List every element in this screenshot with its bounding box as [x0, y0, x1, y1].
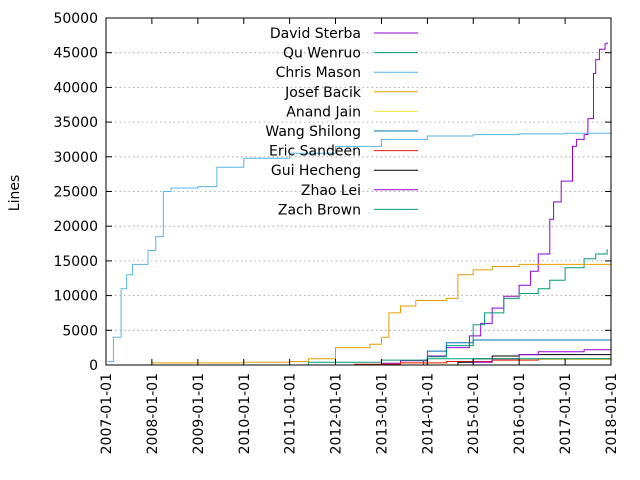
legend-label: Zhao Lei: [301, 183, 361, 199]
y-tick-label: 5000: [62, 323, 98, 339]
y-tick-label: 45000: [53, 46, 98, 62]
x-tick-label: 2012-01-01: [328, 373, 344, 454]
y-tick-label: 15000: [53, 254, 98, 270]
x-tick-label: 2011-01-01: [283, 373, 299, 454]
y-tick-label: 10000: [53, 289, 98, 305]
x-tick-label: 2015-01-01: [466, 373, 482, 454]
y-tick-label: 35000: [53, 115, 98, 131]
y-tick-label: 50000: [53, 11, 98, 27]
x-tick-label: 2016-01-01: [512, 373, 528, 454]
legend-label: Chris Mason: [276, 65, 361, 81]
x-tick-label: 2010-01-01: [237, 373, 253, 454]
x-tick-label: 2018-01-01: [604, 373, 620, 454]
legend-label: Josef Bacik: [284, 85, 362, 101]
axis-ticks: 0 5000 10000 15000 20000 25000 30000 35000 40000…: [53, 11, 620, 454]
legend-label: Qu Wenruo: [283, 46, 361, 62]
legend-label: Wang Shilong: [265, 124, 361, 140]
legend-label: David Sterba: [270, 26, 361, 42]
x-tick-label: 2017-01-01: [558, 373, 574, 454]
legend-label: Eric Sandeen: [269, 144, 361, 160]
y-axis-label: Lines: [7, 175, 23, 211]
series-line-wang-shilong: [400, 339, 612, 366]
y-tick-label: 40000: [53, 80, 98, 96]
x-tick-label: 2014-01-01: [420, 373, 436, 454]
legend-label: Anand Jain: [286, 104, 361, 120]
x-tick-label: 2008-01-01: [145, 373, 161, 454]
legend-label: Zach Brown: [278, 202, 361, 218]
x-tick-label: 2013-01-01: [375, 373, 391, 454]
legend: David Sterba Qu Wenruo Chris Mason Josef Ba…: [265, 26, 418, 218]
y-tick-label: 25000: [53, 185, 98, 201]
grid: [106, 52, 611, 331]
legend-label: Gui Hecheng: [271, 163, 361, 179]
x-tick-label: 2009-01-01: [191, 373, 207, 454]
y-tick-label: 30000: [53, 150, 98, 166]
y-tick-label: 0: [89, 358, 98, 374]
series-line-david-sterba: [366, 42, 608, 366]
series-line-josef-bacik: [125, 263, 612, 366]
y-tick-label: 20000: [53, 219, 98, 235]
x-tick-label: 2007-01-01: [99, 373, 115, 454]
series-line-chris-mason: [107, 132, 611, 362]
